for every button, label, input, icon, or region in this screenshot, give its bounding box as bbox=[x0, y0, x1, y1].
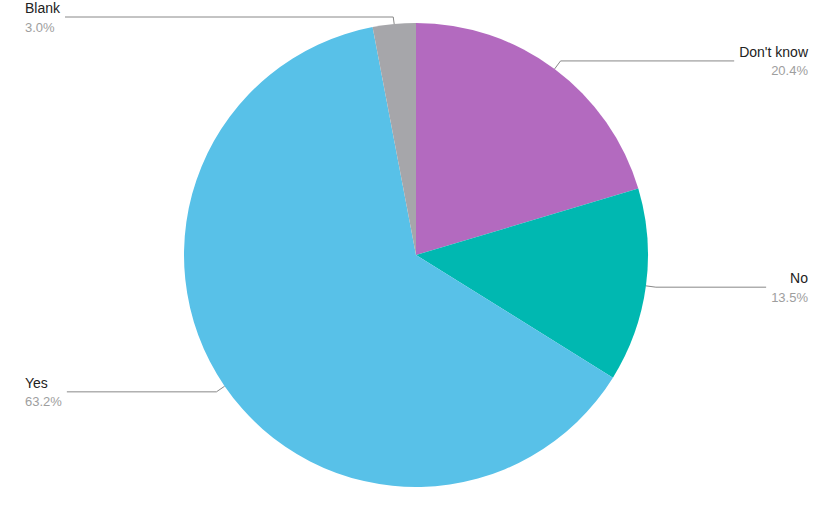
svg-text:63.2%: 63.2% bbox=[25, 394, 62, 409]
svg-text:3.0%: 3.0% bbox=[25, 20, 55, 35]
svg-text:13.5%: 13.5% bbox=[771, 290, 808, 305]
svg-text:20.4%: 20.4% bbox=[771, 63, 808, 78]
svg-text:Don't know: Don't know bbox=[739, 44, 809, 60]
svg-text:No: No bbox=[790, 270, 808, 286]
svg-text:Yes: Yes bbox=[25, 375, 48, 391]
svg-text:Blank: Blank bbox=[25, 0, 61, 16]
